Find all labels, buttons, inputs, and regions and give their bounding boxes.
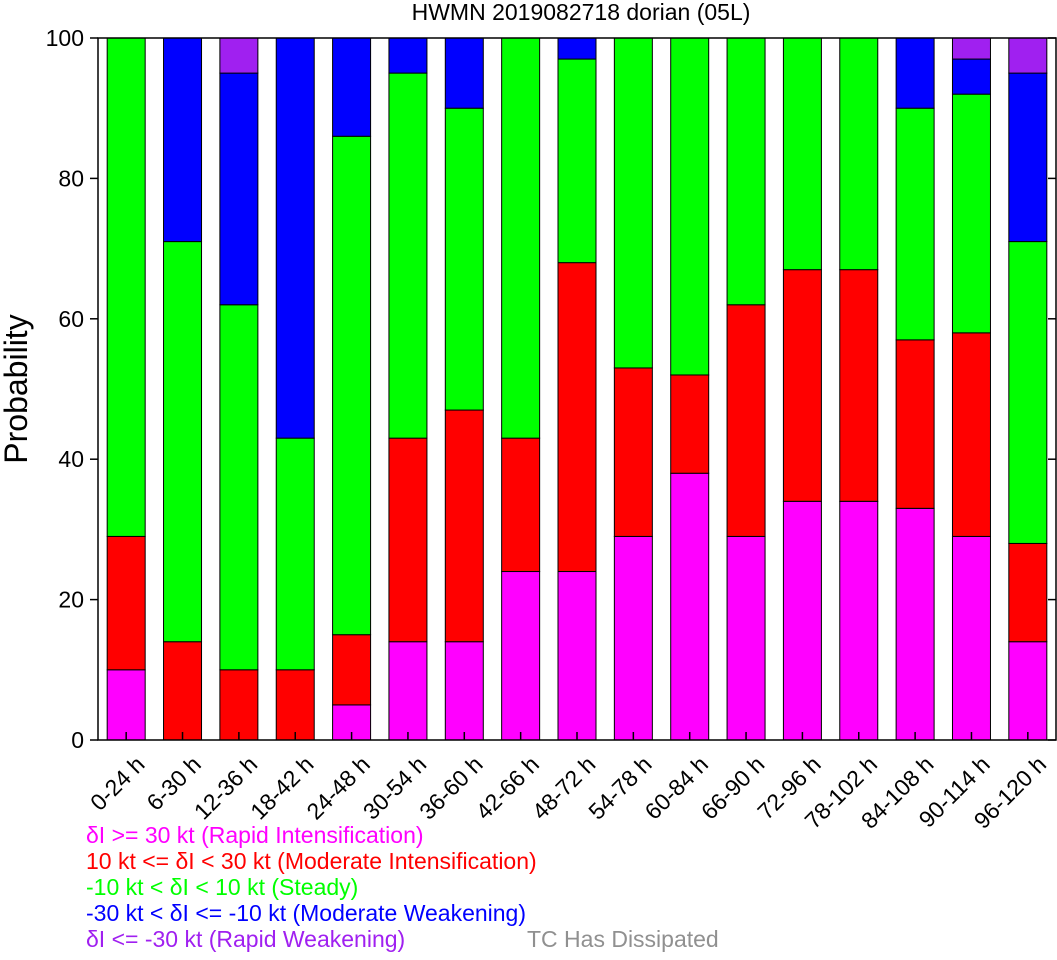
bar-segment-90-114h-series-4 [951, 37, 991, 60]
bar-segment-48-72h-series-1 [557, 262, 597, 573]
bar-segment-54-78h-series-0 [613, 535, 653, 741]
legend-entry-1: 10 kt <= δI < 30 kt (Moderate Intensific… [86, 848, 537, 874]
bar-segment-24-48h-series-1 [332, 634, 372, 706]
legend-entry-5: TC Has Dissipated [527, 926, 719, 952]
bar-segment-18-42h-series-3 [275, 37, 315, 439]
bar-segment-42-66h-series-2 [501, 37, 541, 439]
bar-segment-66-90h-series-2 [726, 37, 766, 306]
y-tick-label: 20 [58, 587, 84, 613]
y-tick-label: 60 [58, 306, 84, 332]
bar-segment-30-54h-series-1 [388, 437, 428, 643]
bar-segment-60-84h-series-0 [670, 472, 710, 741]
bar-segment-78-102h-series-2 [839, 37, 879, 271]
bar-segment-96-120h-series-1 [1008, 542, 1048, 643]
legend-entry-0: δI >= 30 kt (Rapid Intensification) [86, 822, 424, 848]
bar-segment-42-66h-series-0 [501, 571, 541, 741]
bar-segment-36-60h-series-1 [444, 409, 484, 643]
bar-segment-90-114h-series-3 [951, 58, 991, 95]
bar-segment-96-120h-series-0 [1008, 641, 1048, 741]
bar-segment-36-60h-series-2 [444, 107, 484, 411]
bar-segment-12-36h-series-4 [219, 37, 259, 74]
x-tick-label: 0-24 h [85, 751, 150, 816]
bar-segment-0-24h-series-1 [106, 535, 146, 671]
bar-segment-72-96h-series-0 [782, 500, 822, 741]
bar-segment-48-72h-series-0 [557, 571, 597, 741]
bar-segment-54-78h-series-1 [613, 367, 653, 537]
bar-segment-96-120h-series-2 [1008, 241, 1048, 544]
y-axis: 0 20 40 60 80 100 [46, 25, 1056, 753]
y-axis-label: Probability [0, 314, 34, 463]
bar-segment-18-42h-series-2 [275, 437, 315, 671]
legend-entry-2: -10 kt < δI < 10 kt (Steady) [86, 874, 359, 900]
bar-segment-84-108h-series-0 [895, 507, 935, 741]
bar-segment-84-108h-series-1 [895, 339, 935, 509]
y-tick-label: 100 [46, 25, 84, 51]
bar-segment-42-66h-series-1 [501, 437, 541, 573]
bar-segment-90-114h-series-1 [951, 332, 991, 537]
bars-group [106, 37, 1048, 741]
bar-segment-78-102h-series-0 [839, 500, 879, 741]
chart-title: HWMN 2019082718 dorian (05L) [412, 0, 751, 25]
bar-segment-60-84h-series-2 [670, 37, 710, 376]
bar-segment-66-90h-series-1 [726, 304, 766, 537]
bar-segment-90-114h-series-2 [951, 93, 991, 334]
legend-entry-3: -30 kt < δI <= -10 kt (Moderate Weakenin… [86, 900, 527, 926]
bar-segment-48-72h-series-3 [557, 37, 597, 60]
bar-segment-84-108h-series-3 [895, 37, 935, 109]
bar-segment-36-60h-series-0 [444, 641, 484, 741]
bar-segment-72-96h-series-2 [782, 37, 822, 271]
bar-segment-90-114h-series-0 [951, 535, 991, 741]
bar-segment-0-24h-series-2 [106, 37, 146, 537]
bar-segment-30-54h-series-2 [388, 72, 428, 439]
bar-segment-72-96h-series-1 [782, 269, 822, 502]
y-tick-label: 80 [58, 165, 84, 191]
bar-segment-60-84h-series-1 [670, 374, 710, 474]
bar-segment-12-36h-series-1 [219, 669, 259, 741]
bar-segment-0-24h-series-0 [106, 669, 146, 741]
bar-segment-66-90h-series-0 [726, 535, 766, 741]
y-tick-label: 40 [58, 446, 84, 472]
y-tick-label: 0 [71, 727, 84, 753]
bar-segment-24-48h-series-2 [332, 135, 372, 636]
bar-segment-12-36h-series-2 [219, 304, 259, 671]
bar-segment-84-108h-series-2 [895, 107, 935, 341]
bar-segment-6-30h-series-3 [163, 37, 203, 243]
bar-segment-30-54h-series-0 [388, 641, 428, 741]
bar-segment-78-102h-series-1 [839, 269, 879, 502]
bar-segment-24-48h-series-3 [332, 37, 372, 137]
bar-segment-6-30h-series-1 [163, 641, 203, 741]
legend-entry-4: δI <= -30 kt (Rapid Weakening) [86, 926, 406, 952]
bar-segment-6-30h-series-2 [163, 241, 203, 643]
bar-segment-54-78h-series-2 [613, 37, 653, 369]
bar-segment-48-72h-series-2 [557, 58, 597, 264]
bar-segment-96-120h-series-4 [1008, 37, 1048, 74]
x-axis: 0-24 h6-30 h12-36 h18-42 h24-48 h30-54 h… [85, 732, 1051, 834]
bar-segment-96-120h-series-3 [1008, 72, 1048, 243]
bar-segment-12-36h-series-3 [219, 72, 259, 306]
bar-segment-18-42h-series-1 [275, 669, 315, 741]
bar-segment-30-54h-series-3 [388, 37, 428, 74]
bar-segment-36-60h-series-3 [444, 37, 484, 109]
